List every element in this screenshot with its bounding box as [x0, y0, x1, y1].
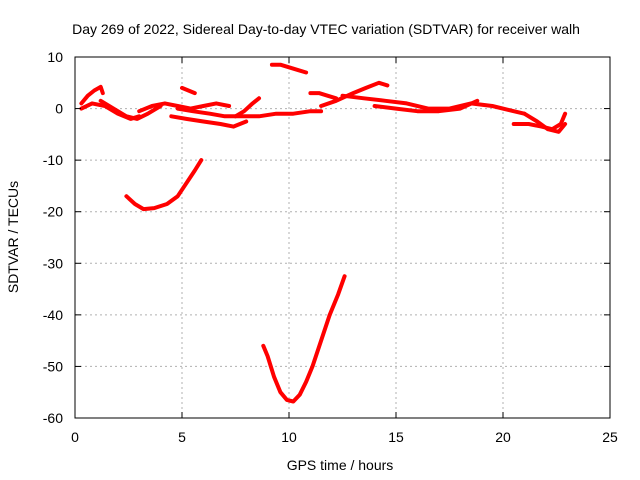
x-tick-label: 15 [388, 429, 404, 445]
x-tick-label: 20 [495, 429, 511, 445]
series-track-1 [79, 84, 105, 106]
y-tick-label: -20 [43, 204, 63, 220]
series-track-16 [124, 158, 204, 212]
y-tick-label: -30 [43, 255, 63, 271]
series-track-11 [319, 80, 390, 108]
series-track-17 [261, 274, 347, 404]
y-tick-label: -60 [43, 410, 63, 426]
series-track-4 [137, 101, 232, 114]
y-tick-label: 10 [47, 49, 63, 65]
x-tick-label: 10 [281, 429, 297, 445]
tick-layer: 0 5 10 15 20 25 10 0 -10 -20 -30 -40 -50 -60 [43, 49, 618, 445]
series-track-9 [269, 62, 309, 75]
y-tick-label: -50 [43, 358, 63, 374]
series-track-13 [372, 98, 480, 114]
x-tick-label: 5 [178, 429, 186, 445]
x-tick-label: 25 [602, 429, 618, 445]
series-track-15 [522, 111, 568, 134]
grid-layer [75, 57, 610, 418]
series-track-6 [175, 106, 324, 119]
series-track-7 [180, 85, 197, 96]
y-tick-label: -10 [43, 152, 63, 168]
series-track-3 [98, 98, 163, 121]
series-track-8 [233, 96, 261, 119]
series-track-12 [340, 93, 527, 116]
series-track-10 [308, 91, 339, 101]
chart-title: Day 269 of 2022, Sidereal Day-to-day VTE… [72, 21, 580, 37]
y-tick-label: 0 [55, 101, 63, 117]
x-tick-label: 0 [71, 429, 79, 445]
y-tick-label: -40 [43, 307, 63, 323]
plot-frame [74, 56, 611, 419]
x-axis-label: GPS time / hours [287, 457, 394, 473]
series-track-5 [169, 114, 249, 129]
y-axis-label: SDTVAR / TECUs [5, 181, 21, 293]
series-layer [79, 62, 568, 404]
